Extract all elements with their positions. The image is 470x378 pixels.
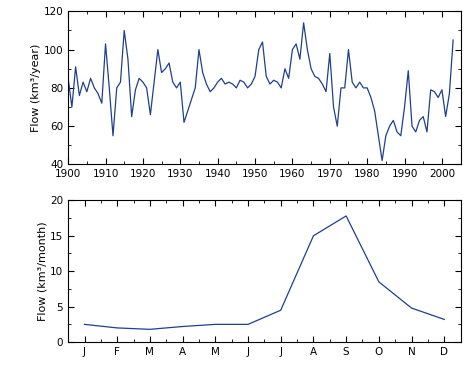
Y-axis label: Flow (km³/year): Flow (km³/year) xyxy=(31,44,41,132)
Y-axis label: Flow (km³/month): Flow (km³/month) xyxy=(37,222,47,321)
